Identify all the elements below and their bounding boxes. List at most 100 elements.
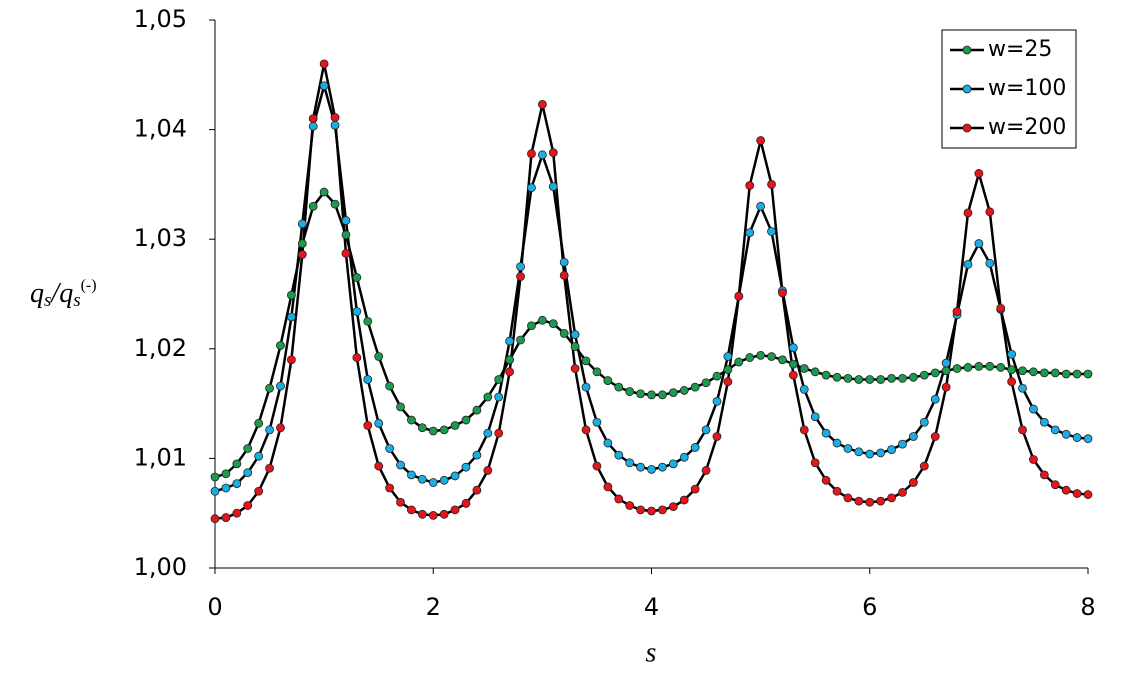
- y-tick-label: 1,05: [134, 5, 187, 33]
- data-point: [319, 59, 329, 69]
- data-point: [243, 468, 253, 478]
- data-point: [887, 493, 896, 503]
- data-point: [887, 373, 896, 383]
- data-point: [505, 336, 515, 346]
- data-point: [254, 418, 264, 428]
- data-point: [832, 486, 842, 496]
- data-point: [527, 149, 536, 159]
- data-point: [396, 497, 405, 507]
- data-point: [658, 505, 667, 515]
- data-point: [210, 472, 220, 482]
- data-point: [974, 169, 984, 178]
- data-point: [778, 288, 787, 298]
- data-point: [1061, 429, 1071, 439]
- data-point: [330, 199, 340, 209]
- data-point: [472, 485, 482, 495]
- data-point: [832, 438, 842, 448]
- data-point: [690, 443, 700, 452]
- data-point: [843, 373, 853, 383]
- data-point: [843, 444, 853, 453]
- y-tick-label: 1,02: [134, 334, 187, 362]
- data-point: [570, 330, 580, 339]
- data-point: [385, 381, 395, 391]
- data-point: [341, 216, 351, 225]
- data-point: [1072, 489, 1082, 498]
- legend-marker: [962, 45, 972, 55]
- y-tick-label: 1,01: [134, 443, 187, 471]
- data-point: [930, 394, 940, 404]
- data-point: [352, 273, 362, 282]
- data-point: [865, 375, 875, 384]
- data-point: [821, 475, 831, 485]
- data-point: [341, 249, 351, 258]
- data-point: [985, 361, 995, 371]
- data-point: [319, 187, 329, 197]
- data-point: [450, 471, 460, 481]
- data-point: [527, 321, 536, 331]
- data-point: [876, 496, 886, 506]
- data-point: [843, 493, 853, 503]
- data-point: [385, 444, 395, 453]
- data-point: [734, 357, 744, 367]
- data-point: [1018, 366, 1027, 376]
- data-point: [919, 417, 929, 427]
- data-point: [592, 417, 602, 427]
- data-point: [625, 458, 635, 468]
- data-point: [341, 230, 351, 240]
- data-point: [658, 462, 667, 472]
- data-point: [854, 375, 864, 384]
- data-point: [461, 415, 471, 425]
- data-point: [898, 373, 907, 383]
- data-point: [614, 382, 624, 392]
- data-point: [690, 484, 700, 494]
- data-point: [297, 250, 307, 259]
- data-point: [265, 463, 274, 473]
- data-point: [461, 462, 471, 472]
- data-point: [265, 383, 274, 393]
- data-point: [308, 121, 318, 131]
- data-point: [788, 343, 798, 353]
- data-point: [265, 425, 274, 435]
- data-point: [483, 428, 493, 438]
- data-point: [363, 421, 373, 430]
- data-point: [919, 370, 929, 380]
- data-point: [221, 483, 231, 493]
- data-point: [690, 382, 700, 392]
- data-point: [254, 451, 264, 461]
- data-point: [385, 483, 395, 493]
- data-point: [810, 458, 820, 468]
- data-point: [887, 445, 896, 455]
- data-point: [581, 356, 591, 366]
- legend-marker: [962, 123, 972, 133]
- data-point: [352, 353, 362, 362]
- data-point: [276, 423, 285, 433]
- data-point: [516, 335, 525, 345]
- data-point: [330, 120, 340, 130]
- y-axis-title-part: /: [49, 278, 61, 309]
- data-point: [1072, 369, 1082, 379]
- data-point: [505, 355, 515, 365]
- y-axis-title-part: (-): [81, 277, 97, 294]
- y-axis-title-part: s: [44, 290, 51, 311]
- data-point: [210, 486, 220, 496]
- data-point: [963, 260, 973, 269]
- y-axis-title-part: q: [30, 278, 44, 309]
- data-point: [930, 368, 940, 378]
- data-point: [756, 350, 766, 360]
- data-point: [286, 290, 296, 300]
- data-point: [625, 387, 635, 396]
- data-point: [537, 99, 547, 109]
- data-point: [734, 291, 744, 301]
- data-point: [559, 329, 569, 338]
- data-point: [537, 315, 547, 325]
- data-point: [636, 505, 645, 515]
- data-point: [963, 208, 973, 218]
- data-point: [1007, 377, 1017, 387]
- y-tick-label: 1,03: [134, 224, 187, 252]
- data-point: [658, 390, 667, 400]
- y-tick-label: 1,04: [134, 115, 187, 143]
- data-point: [286, 312, 296, 322]
- data-point: [1039, 368, 1049, 378]
- data-point: [952, 364, 962, 373]
